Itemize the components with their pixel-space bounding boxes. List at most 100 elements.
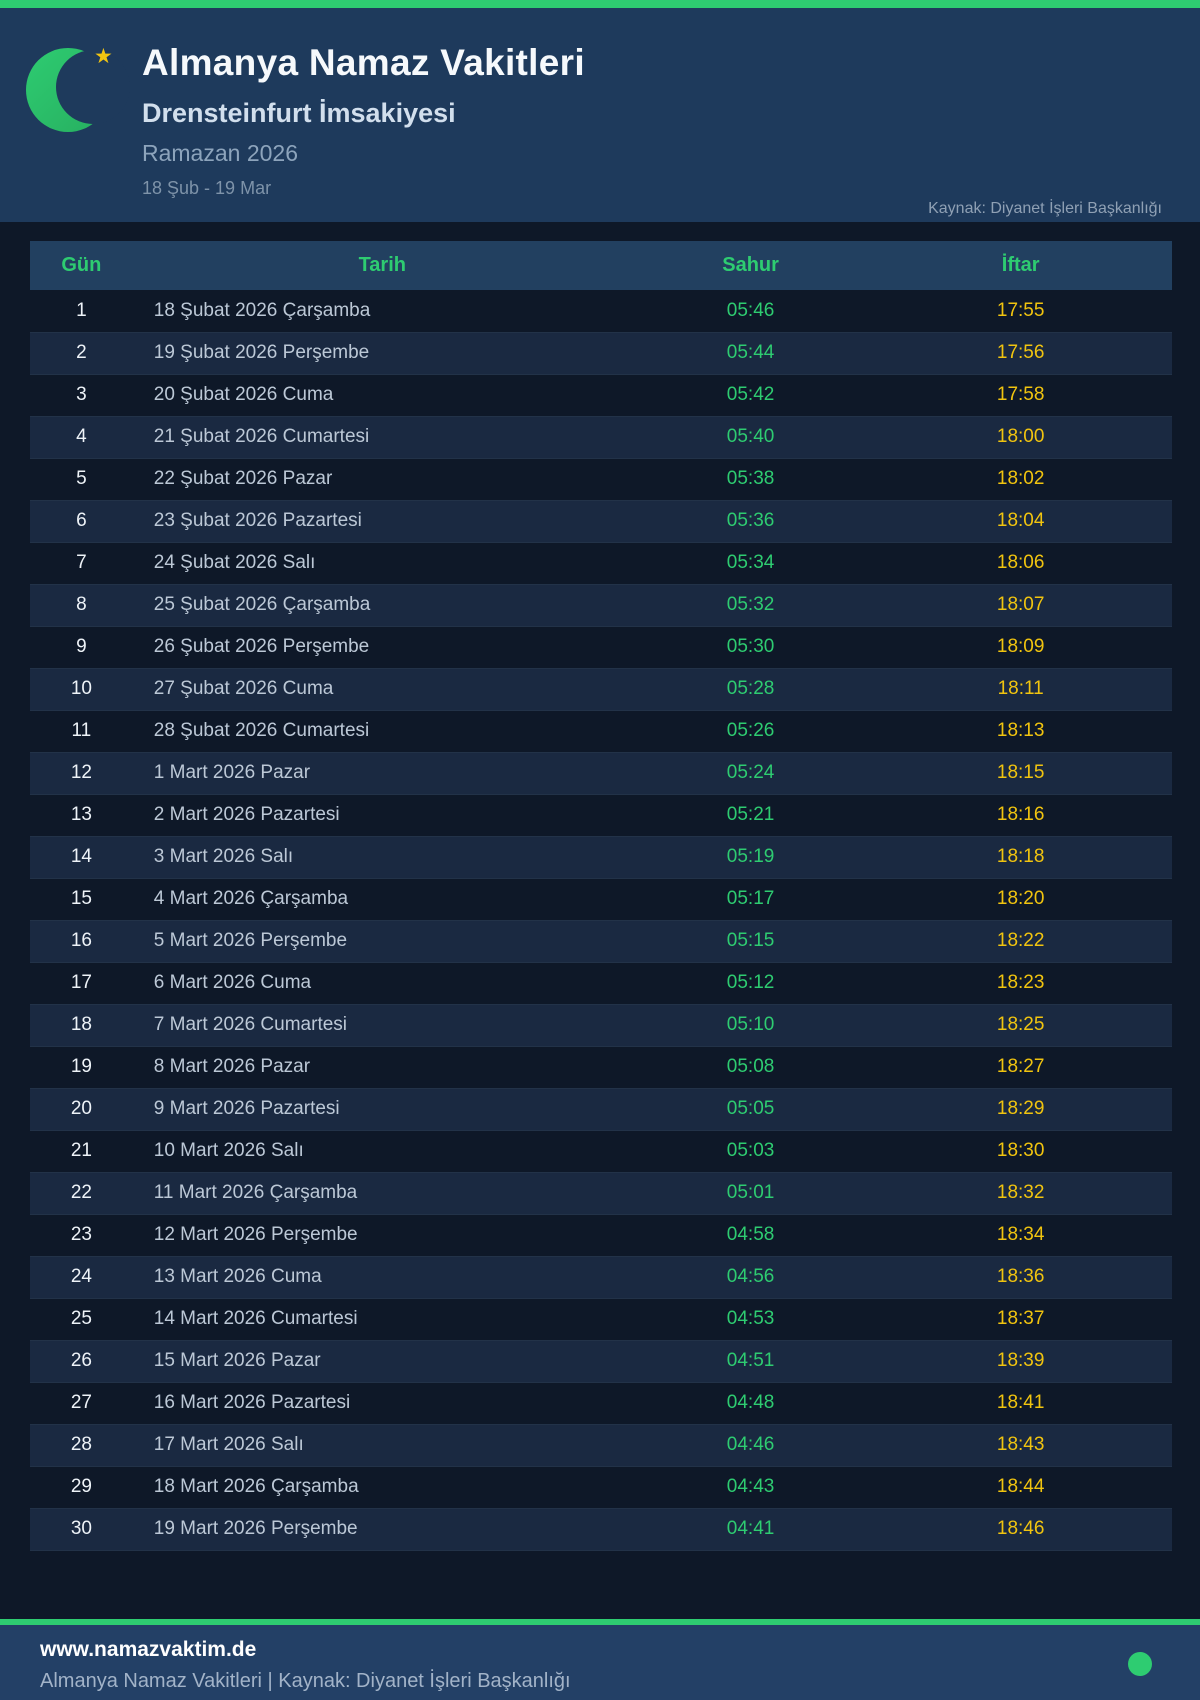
sahur-cell: 05:44 — [631, 332, 870, 375]
sahur-cell: 04:53 — [631, 1298, 870, 1341]
iftar-cell: 17:55 — [869, 290, 1172, 333]
sahur-cell: 05:36 — [631, 500, 870, 543]
date-cell: 1 Mart 2026 Pazar — [132, 752, 632, 795]
iftar-cell: 18:11 — [869, 668, 1172, 711]
table-row: 20 9 Mart 2026 Pazartesi 05:05 18:29 — [30, 1088, 1172, 1131]
day-cell: 23 — [30, 1214, 133, 1257]
date-cell: 2 Mart 2026 Pazartesi — [132, 794, 632, 837]
date-cell: 15 Mart 2026 Pazar — [132, 1340, 632, 1383]
date-cell: 28 Şubat 2026 Cumartesi — [132, 710, 632, 753]
iftar-cell: 17:56 — [869, 332, 1172, 375]
table-row: 24 13 Mart 2026 Cuma 04:56 18:36 — [30, 1256, 1172, 1299]
date-cell: 9 Mart 2026 Pazartesi — [132, 1088, 632, 1131]
date-cell: 19 Şubat 2026 Perşembe — [132, 332, 632, 375]
date-cell: 22 Şubat 2026 Pazar — [132, 458, 632, 501]
sahur-cell: 04:41 — [631, 1508, 870, 1551]
date-cell: 11 Mart 2026 Çarşamba — [132, 1172, 632, 1215]
page-title: Almanya Namaz Vakitleri — [142, 42, 585, 83]
sahur-cell: 05:15 — [631, 920, 870, 963]
column-header-iftar: İftar — [869, 241, 1172, 290]
page-subtitle: Drensteinfurt İmsakiyesi — [142, 98, 456, 128]
table-row: 27 16 Mart 2026 Pazartesi 04:48 18:41 — [30, 1382, 1172, 1425]
table-row: 7 24 Şubat 2026 Salı 05:34 18:06 — [30, 542, 1172, 585]
table-row: 18 7 Mart 2026 Cumartesi 05:10 18:25 — [30, 1004, 1172, 1047]
day-cell: 29 — [30, 1466, 133, 1509]
sahur-cell: 05:38 — [631, 458, 870, 501]
table-row: 9 26 Şubat 2026 Perşembe 05:30 18:09 — [30, 626, 1172, 669]
iftar-cell: 18:39 — [869, 1340, 1172, 1383]
date-cell: 14 Mart 2026 Cumartesi — [132, 1298, 632, 1341]
table-row: 28 17 Mart 2026 Salı 04:46 18:43 — [30, 1424, 1172, 1467]
date-cell: 26 Şubat 2026 Perşembe — [132, 626, 632, 669]
date-cell: 18 Mart 2026 Çarşamba — [132, 1466, 632, 1509]
day-cell: 12 — [30, 752, 133, 795]
day-cell: 15 — [30, 878, 133, 921]
iftar-cell: 18:36 — [869, 1256, 1172, 1299]
prayer-table-body: 1 18 Şubat 2026 Çarşamba 05:46 17:55 2 1… — [30, 290, 1172, 1551]
iftar-cell: 18:04 — [869, 500, 1172, 543]
sahur-cell: 05:46 — [631, 290, 870, 333]
iftar-cell: 18:32 — [869, 1172, 1172, 1215]
iftar-cell: 17:58 — [869, 374, 1172, 417]
table-row: 23 12 Mart 2026 Perşembe 04:58 18:34 — [30, 1214, 1172, 1257]
crescent-moon-icon — [26, 48, 130, 132]
iftar-cell: 18:18 — [869, 836, 1172, 879]
sahur-cell: 04:58 — [631, 1214, 870, 1257]
table-row: 10 27 Şubat 2026 Cuma 05:28 18:11 — [30, 668, 1172, 711]
iftar-cell: 18:41 — [869, 1382, 1172, 1425]
sahur-cell: 04:56 — [631, 1256, 870, 1299]
sahur-cell: 04:51 — [631, 1340, 870, 1383]
iftar-cell: 18:44 — [869, 1466, 1172, 1509]
table-row: 12 1 Mart 2026 Pazar 05:24 18:15 — [30, 752, 1172, 795]
date-cell: 25 Şubat 2026 Çarşamba — [132, 584, 632, 627]
column-header-day: Gün — [30, 241, 133, 290]
table-row: 22 11 Mart 2026 Çarşamba 05:01 18:32 — [30, 1172, 1172, 1215]
day-cell: 10 — [30, 668, 133, 711]
table-row: 5 22 Şubat 2026 Pazar 05:38 18:02 — [30, 458, 1172, 501]
table-header: Gün Tarih Sahur İftar — [30, 241, 1172, 290]
iftar-cell: 18:00 — [869, 416, 1172, 459]
iftar-cell: 18:20 — [869, 878, 1172, 921]
sahur-cell: 05:30 — [631, 626, 870, 669]
day-cell: 25 — [30, 1298, 133, 1341]
date-cell: 19 Mart 2026 Perşembe — [132, 1508, 632, 1551]
season-label: Ramazan 2026 — [142, 140, 298, 166]
column-header-date: Tarih — [132, 241, 632, 290]
date-cell: 17 Mart 2026 Salı — [132, 1424, 632, 1467]
day-cell: 5 — [30, 458, 133, 501]
footer: www.namazvaktim.de Almanya Namaz Vakitle… — [0, 1619, 1200, 1700]
sahur-cell: 05:28 — [631, 668, 870, 711]
table-row: 21 10 Mart 2026 Salı 05:03 18:30 — [30, 1130, 1172, 1173]
day-cell: 18 — [30, 1004, 133, 1047]
day-cell: 22 — [30, 1172, 133, 1215]
date-cell: 3 Mart 2026 Salı — [132, 836, 632, 879]
sahur-cell: 05:01 — [631, 1172, 870, 1215]
date-cell: 12 Mart 2026 Perşembe — [132, 1214, 632, 1257]
iftar-cell: 18:13 — [869, 710, 1172, 753]
top-accent-bar — [0, 0, 1200, 8]
sahur-cell: 05:10 — [631, 1004, 870, 1047]
day-cell: 4 — [30, 416, 133, 459]
table-row: 6 23 Şubat 2026 Pazartesi 05:36 18:04 — [30, 500, 1172, 543]
sahur-cell: 05:12 — [631, 962, 870, 1005]
iftar-cell: 18:16 — [869, 794, 1172, 837]
table-row: 11 28 Şubat 2026 Cumartesi 05:26 18:13 — [30, 710, 1172, 753]
day-cell: 6 — [30, 500, 133, 543]
date-cell: 8 Mart 2026 Pazar — [132, 1046, 632, 1089]
iftar-cell: 18:07 — [869, 584, 1172, 627]
day-cell: 27 — [30, 1382, 133, 1425]
date-cell: 16 Mart 2026 Pazartesi — [132, 1382, 632, 1425]
date-cell: 20 Şubat 2026 Cuma — [132, 374, 632, 417]
table-row: 19 8 Mart 2026 Pazar 05:08 18:27 — [30, 1046, 1172, 1089]
green-dot-icon — [1128, 1652, 1152, 1676]
date-cell: 21 Şubat 2026 Cumartesi — [132, 416, 632, 459]
website-link[interactable]: www.namazvaktim.de — [40, 1638, 257, 1661]
day-cell: 30 — [30, 1508, 133, 1551]
star-icon: ★ — [94, 45, 113, 68]
iftar-cell: 18:06 — [869, 542, 1172, 585]
column-header-sahur: Sahur — [631, 241, 870, 290]
date-cell: 13 Mart 2026 Cuma — [132, 1256, 632, 1299]
date-cell: 27 Şubat 2026 Cuma — [132, 668, 632, 711]
table-row: 16 5 Mart 2026 Perşembe 05:15 18:22 — [30, 920, 1172, 963]
day-cell: 11 — [30, 710, 133, 753]
